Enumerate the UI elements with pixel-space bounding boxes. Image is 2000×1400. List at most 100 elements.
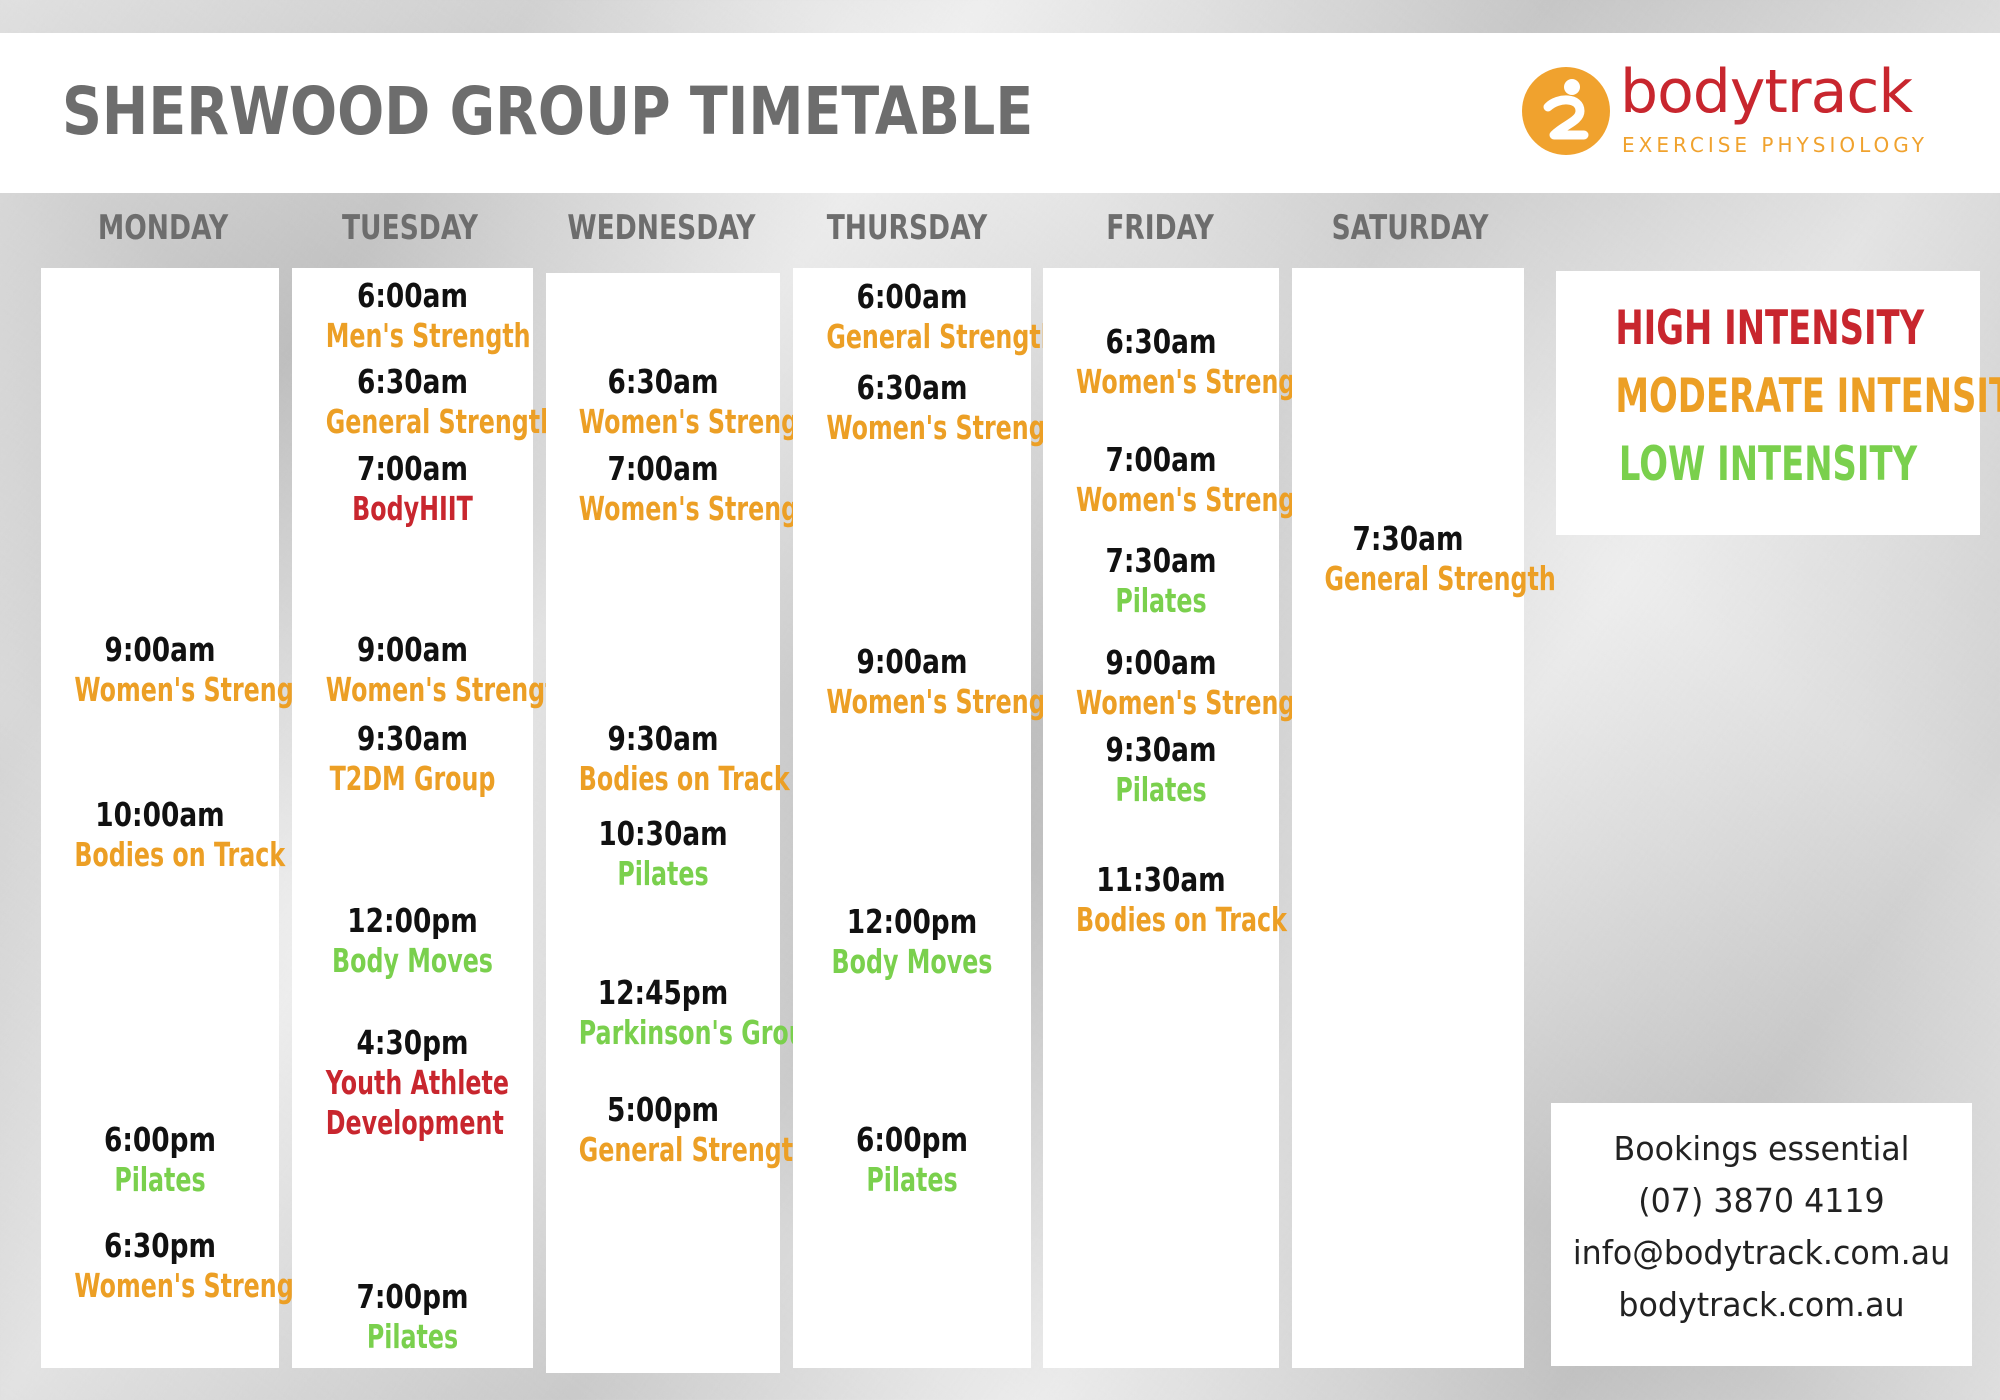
class-slot: 9:30am Bodies on Track bbox=[546, 719, 790, 799]
day-header-friday: FRIDAY bbox=[1106, 208, 1214, 248]
intensity-legend: HIGH INTENSITY MODERATE INTENSITY LOW IN… bbox=[1556, 271, 2000, 535]
class-name: General Strength bbox=[578, 1130, 811, 1169]
class-name: Women's Strength bbox=[325, 670, 574, 709]
class-name: Youth Athlete bbox=[325, 1063, 509, 1102]
class-slot: 9:00am Women's Strength bbox=[41, 630, 322, 710]
class-name-line2: Development bbox=[325, 1103, 504, 1142]
day-column-monday: 9:00am Women's Strength 10:00am Bodies on T… bbox=[41, 268, 322, 1368]
bookings-text: Bookings essential bbox=[1613, 1129, 1910, 1168]
class-time: 9:00am bbox=[856, 642, 968, 681]
class-name: General Strength bbox=[325, 402, 558, 441]
class-name: Women's Strength bbox=[1076, 362, 1324, 401]
class-slot: 9:00am Women's Strength bbox=[292, 630, 574, 710]
logo-subtitle: EXERCISE PHYSIOLOGY bbox=[1622, 133, 1928, 157]
class-time: 6:00pm bbox=[103, 1120, 217, 1159]
class-slot: 9:30am T2DM Group bbox=[292, 719, 533, 799]
class-name: Body Moves bbox=[332, 941, 493, 980]
class-slot: 7:30am Pilates bbox=[1043, 541, 1279, 621]
day-column-saturday: 7:30am General Strength bbox=[1292, 268, 1556, 1368]
class-slot: 12:00pm Body Moves bbox=[793, 902, 1031, 982]
class-slot: 7:00am Women's Strength bbox=[1043, 440, 1324, 520]
class-time: 6:00am bbox=[856, 277, 968, 316]
class-name: Women's Strength bbox=[74, 1266, 322, 1305]
class-name: Pilates bbox=[1115, 581, 1207, 620]
class-name: Women's Strength bbox=[578, 489, 827, 528]
class-name: General Strength bbox=[826, 317, 1058, 356]
class-time: 5:00pm bbox=[606, 1090, 720, 1129]
class-slot: 6:00am General Strength bbox=[793, 277, 1058, 357]
class-name: Women's Strength bbox=[578, 402, 827, 441]
class-name: General Strength bbox=[1324, 559, 1556, 598]
class-time: 9:30am bbox=[357, 719, 468, 758]
class-slot: 7:00am BodyHIIT bbox=[292, 449, 533, 529]
class-time: 6:30am bbox=[607, 362, 719, 401]
day-column-wednesday: 6:30am Women's Strength 7:00am Women's Stre… bbox=[546, 273, 827, 1373]
class-slot: 6:00pm Pilates bbox=[793, 1120, 1031, 1200]
class-name: Parkinson's Group bbox=[578, 1013, 823, 1052]
class-slot: 6:00am Men's Strength bbox=[292, 276, 533, 356]
class-name: Bodies on Track bbox=[578, 759, 790, 798]
class-name: Men's Strength bbox=[325, 316, 531, 355]
class-slot: 6:30am Women's Strength bbox=[793, 368, 1074, 448]
class-slot: 7:00pm Pilates bbox=[292, 1277, 533, 1357]
class-name: Pilates bbox=[866, 1160, 958, 1199]
class-time: 9:30am bbox=[607, 719, 719, 758]
class-time: 7:00am bbox=[1105, 440, 1217, 479]
class-time: 4:30pm bbox=[356, 1023, 469, 1062]
class-name: T2DM Group bbox=[329, 759, 496, 798]
legend-low: LOW INTENSITY bbox=[1618, 437, 1918, 492]
website-link[interactable]: bodytrack.com.au bbox=[1618, 1285, 1905, 1324]
class-time: 12:00pm bbox=[846, 902, 978, 941]
class-name: Pilates bbox=[617, 854, 709, 893]
day-column-friday: 6:30am Women's Strength 7:00am Women's Stre… bbox=[1043, 268, 1324, 1368]
class-name: Pilates bbox=[114, 1160, 206, 1199]
class-time: 9:00am bbox=[104, 630, 216, 669]
page-title: SHERWOOD GROUP TIMETABLE bbox=[62, 73, 1034, 150]
class-time: 12:00pm bbox=[347, 901, 478, 940]
class-slot: 6:30pm Women's Strength bbox=[41, 1226, 322, 1306]
legend-moderate: MODERATE INTENSITY bbox=[1615, 369, 2000, 424]
class-time: 6:30am bbox=[856, 368, 968, 407]
class-name: Women's Strength bbox=[1076, 480, 1324, 519]
class-slot: 9:00am Women's Strength bbox=[793, 642, 1074, 722]
day-header-tuesday: TUESDAY bbox=[341, 208, 479, 248]
class-time: 9:00am bbox=[357, 630, 468, 669]
class-slot: 5:00pm General Strength bbox=[546, 1090, 811, 1170]
class-time: 7:30am bbox=[1352, 519, 1464, 558]
class-slot: 9:30am Pilates bbox=[1043, 730, 1279, 810]
header-banner: SHERWOOD GROUP TIMETABLE bodytrack EXERC… bbox=[0, 33, 2000, 193]
class-time: 6:30am bbox=[357, 362, 468, 401]
class-name: Pilates bbox=[366, 1317, 459, 1356]
class-time: 7:00am bbox=[357, 449, 468, 488]
class-time: 11:30am bbox=[1096, 860, 1226, 899]
day-column-tuesday: 6:00am Men's Strength 6:30am General Streng… bbox=[292, 268, 574, 1368]
class-name: Pilates bbox=[1115, 770, 1207, 809]
bodytrack-logo: bodytrack EXERCISE PHYSIOLOGY bbox=[1518, 57, 1938, 163]
class-slot: 4:30pm Youth Athlete Development bbox=[292, 1023, 533, 1143]
phone-number[interactable]: (07) 3870 4119 bbox=[1638, 1181, 1885, 1220]
class-slot: 12:45pm Parkinson's Group bbox=[546, 973, 823, 1053]
class-time: 7:00pm bbox=[356, 1277, 469, 1316]
class-time: 6:00am bbox=[357, 276, 468, 315]
class-time: 6:00pm bbox=[855, 1120, 969, 1159]
class-name: BodyHIIT bbox=[352, 489, 473, 528]
day-column-thursday: 6:00am General Strength 6:30am Women's Stre… bbox=[793, 268, 1074, 1368]
email-link[interactable]: info@bodytrack.com.au bbox=[1572, 1233, 1951, 1272]
day-header-wednesday: WEDNESDAY bbox=[567, 208, 756, 248]
class-slot: 7:30am General Strength bbox=[1292, 519, 1556, 599]
class-slot: 10:30am Pilates bbox=[546, 814, 780, 894]
class-slot: 6:30am Women's Strength bbox=[1043, 322, 1324, 402]
class-time: 6:30am bbox=[1105, 322, 1217, 361]
class-time: 12:45pm bbox=[597, 973, 729, 1012]
logo-figure-icon bbox=[1522, 67, 1610, 155]
class-name: Bodies on Track bbox=[74, 835, 286, 874]
class-slot: 6:30am Women's Strength bbox=[546, 362, 827, 442]
class-name: Women's Strength bbox=[826, 682, 1074, 721]
class-slot: 6:00pm Pilates bbox=[41, 1120, 279, 1200]
class-time: 9:30am bbox=[1105, 730, 1217, 769]
day-header-thursday: THURSDAY bbox=[826, 208, 988, 248]
class-time: 10:00am bbox=[95, 795, 225, 834]
day-header-monday: MONDAY bbox=[97, 208, 229, 248]
legend-high: HIGH INTENSITY bbox=[1615, 301, 1925, 356]
class-name: Bodies on Track bbox=[1076, 900, 1287, 939]
